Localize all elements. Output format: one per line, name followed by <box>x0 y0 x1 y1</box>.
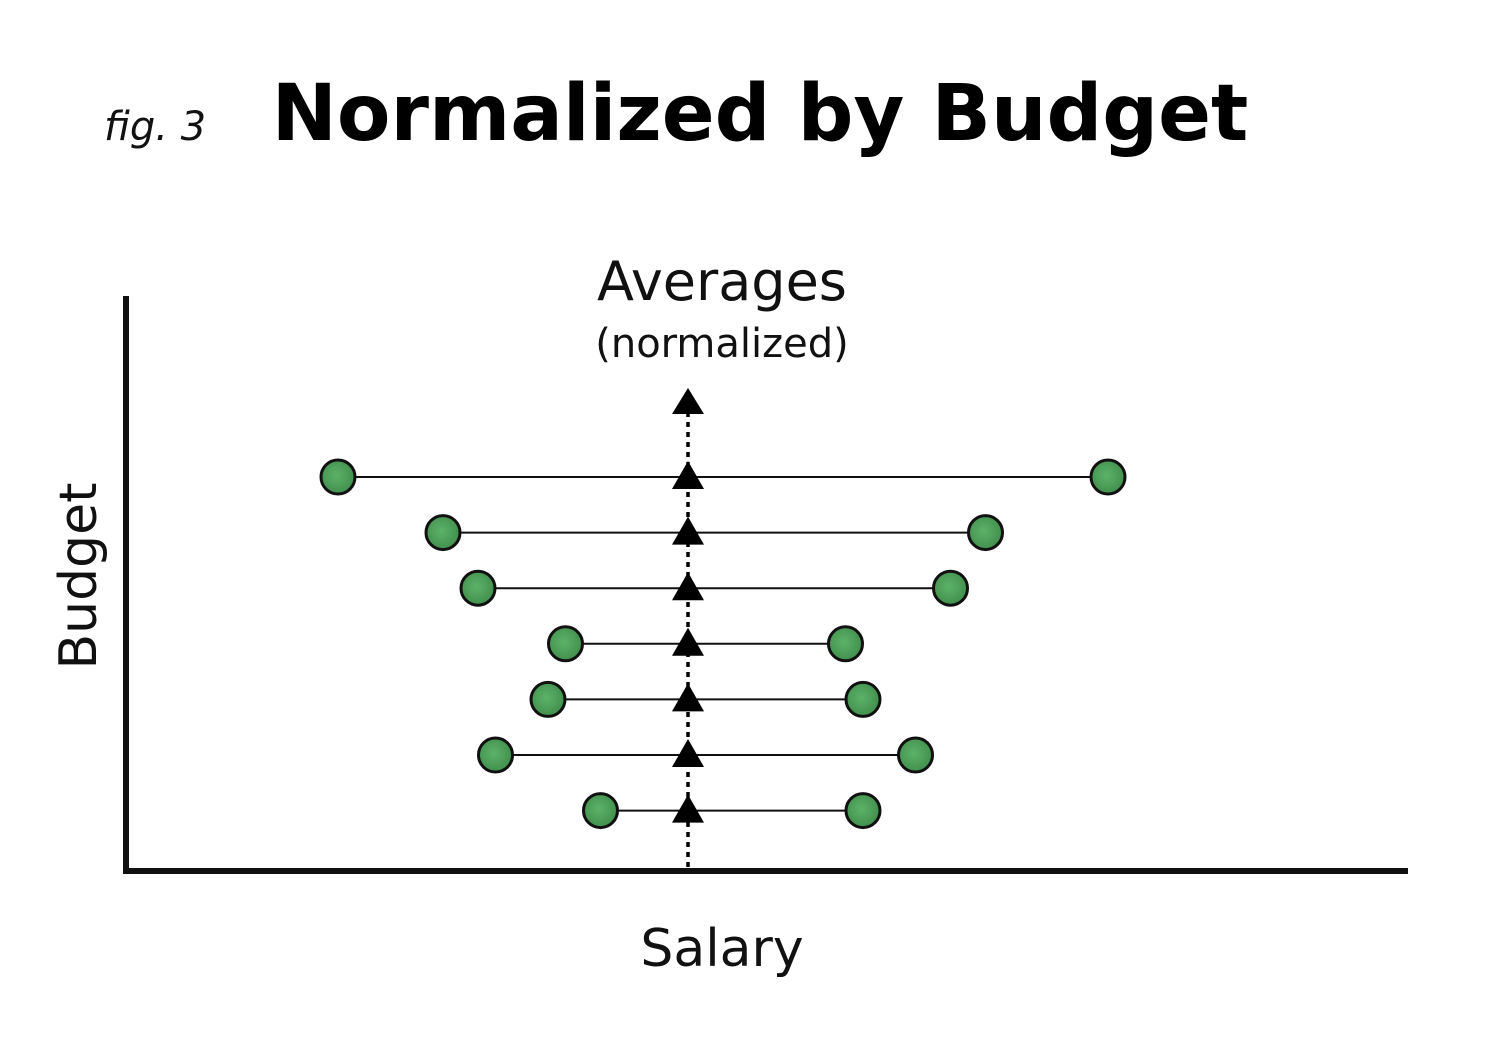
average-triangle-marker <box>672 572 704 601</box>
average-triangle-marker <box>672 739 704 767</box>
average-triangle-marker <box>672 794 704 823</box>
figure-number-label: fig. 3 <box>104 104 206 150</box>
averages-sublabel: (normalized) <box>595 321 848 367</box>
chart-title: Normalized by Budget <box>272 69 1249 159</box>
low-salary-dot <box>529 680 567 718</box>
average-triangle-marker <box>672 516 704 545</box>
average-triangle-marker <box>672 627 704 656</box>
high-salary-dot <box>897 736 934 774</box>
high-salary-dot <box>844 792 882 830</box>
low-salary-dot <box>459 569 497 607</box>
low-salary-dot <box>319 458 357 496</box>
average-arrowhead <box>672 388 704 414</box>
low-salary-dot <box>582 792 619 830</box>
dumbbell-plot-area <box>319 388 1127 869</box>
high-salary-dot <box>844 680 882 718</box>
averages-label: Averages <box>597 250 847 313</box>
x-axis-label: Salary <box>640 919 803 979</box>
high-salary-dot <box>827 625 864 663</box>
high-salary-dot <box>1089 458 1127 496</box>
low-salary-dot <box>477 736 514 774</box>
average-triangle-marker <box>672 683 704 712</box>
low-salary-dot <box>547 625 584 663</box>
high-salary-dot <box>967 514 1004 552</box>
high-salary-dot <box>932 569 969 607</box>
low-salary-dot <box>424 514 462 552</box>
y-axis-label: Budget <box>49 482 109 669</box>
average-triangle-marker <box>672 461 704 489</box>
